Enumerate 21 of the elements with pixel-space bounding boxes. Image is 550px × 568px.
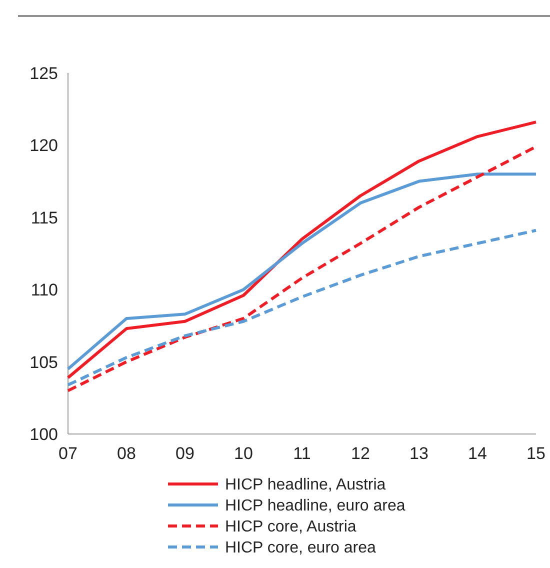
y-tick-label: 115 [30, 208, 58, 228]
y-tick-label: 110 [30, 280, 58, 300]
y-tick-label: 120 [30, 136, 58, 156]
legend-label: HICP core, euro area [225, 540, 376, 557]
y-tick-label: 100 [30, 424, 58, 444]
y-tick-label: 105 [30, 352, 58, 372]
x-tick-label: 08 [117, 444, 136, 463]
x-tick-label: 13 [410, 444, 428, 463]
x-tick-label: 11 [293, 444, 311, 463]
line-series [66, 228, 538, 386]
legend-label: HICP headline, Austria [225, 476, 386, 494]
x-tick-label: 12 [351, 444, 370, 463]
x-tick-label: 15 [526, 444, 546, 463]
legend-label: HICP core, Austria [225, 518, 356, 536]
x-tick-label: 14 [468, 444, 487, 463]
y-tick-label: 125 [30, 64, 58, 83]
x-tick-label: 09 [176, 444, 194, 463]
x-tick-label: 10 [234, 444, 253, 463]
legend-label: HICP headline, euro area [225, 498, 406, 515]
x-tick-label: 07 [58, 444, 78, 463]
line-series [66, 172, 538, 371]
